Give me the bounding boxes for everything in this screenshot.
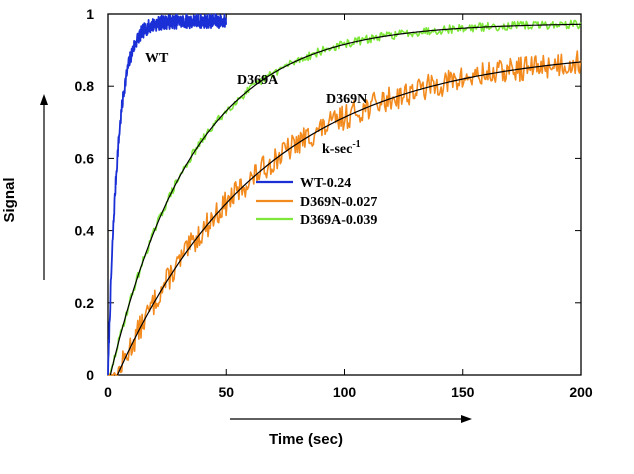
- x-axis-arrow: [230, 415, 472, 423]
- x-tick-label: 150: [451, 384, 475, 400]
- legend-label-d369n: D369N-0.027: [300, 195, 377, 210]
- y-axis-arrow: [40, 94, 48, 280]
- series-line-d369n: [108, 50, 582, 376]
- legend-title: k-sec-1: [322, 139, 361, 157]
- annotation-d369a: D369A: [237, 73, 279, 88]
- annotation-d369n: D369N: [326, 92, 367, 107]
- x-tick-label: 200: [569, 384, 593, 400]
- y-tick-label: 0.8: [75, 78, 95, 94]
- legend-label-d369a: D369A-0.039: [300, 213, 377, 228]
- y-tick-label: 0.6: [75, 150, 95, 166]
- x-tick-label: 100: [333, 384, 357, 400]
- y-tick-label: 0: [86, 367, 94, 383]
- annotation-wt: WT: [145, 51, 169, 66]
- fit-line-d369n: [116, 61, 582, 376]
- y-tick-label: 1: [86, 6, 94, 22]
- x-axis-title: Time (sec): [269, 431, 343, 448]
- legend-label-wt: WT-0.24: [300, 176, 351, 191]
- series-line-wt: [107, 13, 227, 376]
- x-tick-label: 50: [218, 384, 234, 400]
- y-tick-label: 0.2: [75, 295, 95, 311]
- x-tick-label: 0: [104, 384, 112, 400]
- legend: k-sec-1 WT-0.24 D369N-0.027 D369A-0.039: [256, 139, 377, 228]
- y-axis-title: Signal: [1, 177, 18, 222]
- fit-line-d369a: [109, 23, 581, 376]
- y-tick-label: 0.4: [75, 223, 95, 239]
